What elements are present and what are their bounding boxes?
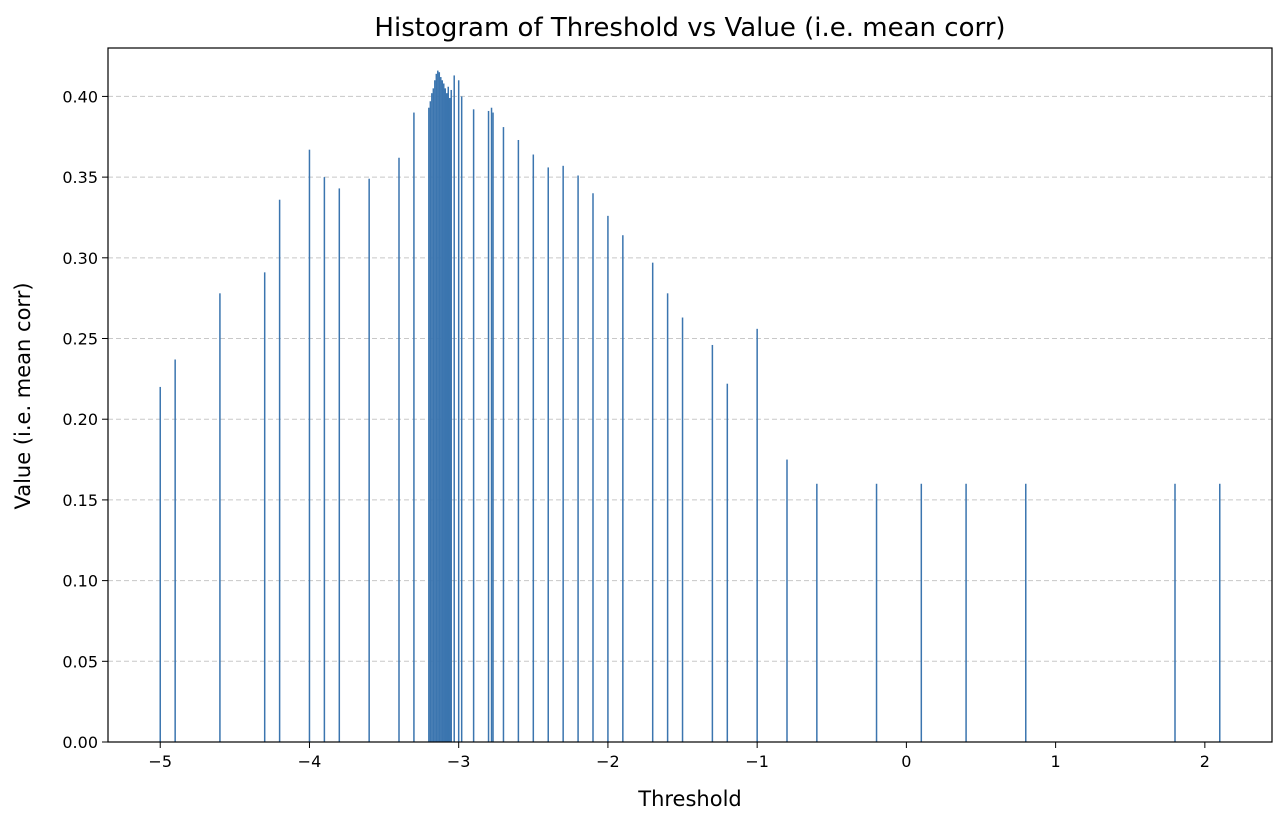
- bar: [431, 93, 433, 743]
- bar: [429, 101, 432, 742]
- bar: [711, 344, 714, 742]
- x-tick-label: 0: [901, 752, 911, 771]
- y-tick-label: 0.40: [62, 87, 98, 106]
- x-tick-label: 2: [1200, 752, 1210, 771]
- bar: [438, 72, 441, 743]
- bar: [756, 328, 758, 742]
- bar: [920, 483, 923, 742]
- x-tick-label: −5: [148, 752, 172, 771]
- bar: [1025, 483, 1027, 742]
- bar: [448, 98, 451, 743]
- bar: [502, 127, 505, 742]
- y-tick-label: 0.30: [62, 249, 98, 268]
- y-tick-label: 0.25: [62, 330, 98, 349]
- bar: [434, 80, 436, 743]
- bar: [159, 386, 161, 742]
- x-tick-label: 1: [1051, 752, 1061, 771]
- bar: [308, 149, 311, 742]
- bar: [446, 93, 448, 743]
- gridlines: [108, 95, 1272, 662]
- bar: [444, 88, 447, 743]
- x-tick-label: −4: [298, 752, 322, 771]
- x-tick-label: −3: [447, 752, 471, 771]
- bar: [441, 80, 444, 743]
- y-axis-label: Value (i.e. mean corr): [11, 282, 35, 509]
- bar: [472, 109, 475, 743]
- y-axis: 0.00 0.05 0.10 0.15 0.20 0.25 0.30 0.35 0.40: [62, 87, 108, 752]
- bar: [651, 262, 654, 742]
- y-tick-label: 0.05: [62, 652, 98, 671]
- bar: [681, 317, 684, 742]
- bar: [174, 359, 176, 742]
- bar: [1219, 483, 1221, 742]
- bar: [219, 293, 221, 742]
- y-tick-label: 0.10: [62, 572, 98, 591]
- bar: [517, 139, 520, 742]
- bar: [532, 154, 535, 742]
- y-tick-label: 0.35: [62, 168, 98, 187]
- bar: [666, 293, 669, 742]
- x-axis-label: Threshold: [637, 787, 742, 811]
- bar: [338, 188, 341, 743]
- bar: [435, 73, 438, 743]
- bar: [428, 107, 430, 742]
- bar: [413, 112, 415, 743]
- bar: [562, 165, 564, 742]
- bar: [457, 80, 460, 743]
- plot-frame: [107, 47, 1273, 743]
- bar: [432, 88, 435, 743]
- x-tick-label: −2: [596, 752, 620, 771]
- bar: [547, 167, 549, 742]
- bar: [816, 483, 818, 742]
- y-tick-label: 0.20: [62, 410, 98, 429]
- bar: [278, 199, 281, 743]
- bar: [368, 178, 370, 743]
- bar: [726, 383, 729, 742]
- bar: [490, 107, 493, 742]
- x-tick-label: −1: [745, 752, 769, 771]
- bar: [607, 215, 609, 742]
- y-tick-label: 0.00: [62, 733, 98, 752]
- bar: [263, 272, 266, 742]
- bar: [875, 483, 878, 742]
- chart-title: Histogram of Threshold vs Value (i.e. me…: [374, 13, 1005, 43]
- bar: [437, 70, 439, 743]
- bar: [592, 193, 594, 743]
- bar: [453, 75, 455, 743]
- bar: [443, 83, 445, 743]
- bar: [447, 86, 449, 743]
- bar: [577, 175, 579, 742]
- bar: [965, 483, 967, 742]
- bar: [398, 157, 400, 742]
- bar: [487, 110, 490, 742]
- bar: [440, 77, 442, 743]
- bar: [450, 89, 452, 743]
- bars: [159, 70, 1221, 743]
- bar: [622, 235, 624, 742]
- x-axis: −5 −4 −3 −2 −1 0 1 2: [148, 742, 1210, 771]
- bar: [323, 177, 326, 742]
- y-tick-label: 0.15: [62, 491, 98, 510]
- bar: [1174, 483, 1176, 742]
- bar: [492, 112, 494, 743]
- bar: [460, 96, 463, 743]
- bar: [786, 459, 788, 742]
